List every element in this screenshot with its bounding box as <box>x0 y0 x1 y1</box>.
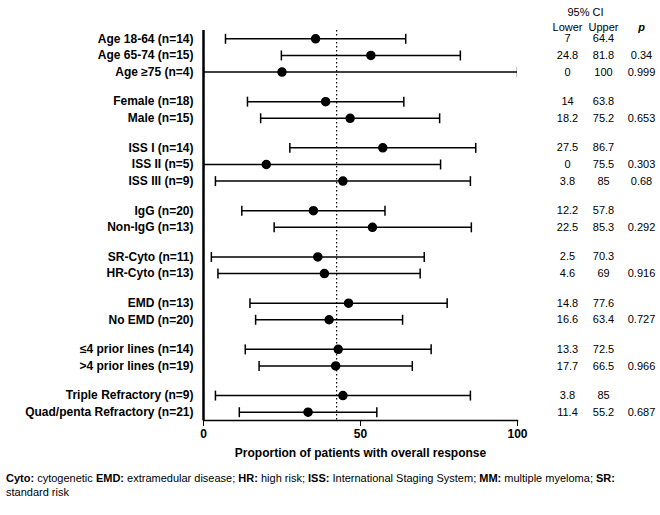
svg-text:85: 85 <box>597 175 609 187</box>
svg-text:17.7: 17.7 <box>557 359 578 371</box>
svg-text:0.916: 0.916 <box>628 267 656 279</box>
svg-text:2.5: 2.5 <box>560 250 575 262</box>
svg-text:69: 69 <box>597 267 609 279</box>
svg-text:ISS I (n=14): ISS I (n=14) <box>128 141 193 155</box>
svg-text:12.2: 12.2 <box>557 204 578 216</box>
svg-text:85.3: 85.3 <box>593 221 614 233</box>
svg-text:50: 50 <box>354 427 368 441</box>
svg-text:63.4: 63.4 <box>593 313 614 325</box>
svg-text:0.653: 0.653 <box>628 112 656 124</box>
svg-text:0.303: 0.303 <box>628 158 656 170</box>
svg-text:EMD (n=13): EMD (n=13) <box>128 296 194 310</box>
svg-text:Quad/penta Refractory (n=21): Quad/penta Refractory (n=21) <box>25 405 193 419</box>
svg-text:0: 0 <box>200 427 207 441</box>
svg-text:0.34: 0.34 <box>631 49 652 61</box>
svg-text:75.2: 75.2 <box>593 112 614 124</box>
svg-text:Upper: Upper <box>589 21 619 33</box>
svg-text:Proportion of patients with ov: Proportion of patients with overall resp… <box>235 446 487 460</box>
svg-text:HR-Cyto (n=13): HR-Cyto (n=13) <box>106 266 193 280</box>
svg-text:70.3: 70.3 <box>593 250 614 262</box>
svg-text:13.3: 13.3 <box>557 343 578 355</box>
svg-text:18.2: 18.2 <box>557 112 578 124</box>
svg-text:63.8: 63.8 <box>593 95 614 107</box>
svg-text:55.2: 55.2 <box>593 406 614 418</box>
svg-text:66.5: 66.5 <box>593 359 614 371</box>
svg-text:SR-Cyto (n=11): SR-Cyto (n=11) <box>108 250 194 264</box>
svg-text:ISS III (n=9): ISS III (n=9) <box>128 174 193 188</box>
svg-text:0.966: 0.966 <box>628 359 656 371</box>
svg-text:Lower: Lower <box>553 21 583 33</box>
svg-text:100: 100 <box>594 66 612 78</box>
svg-text:100: 100 <box>507 427 527 441</box>
svg-text:Non-IgG (n=13): Non-IgG (n=13) <box>107 220 193 234</box>
svg-text:27.5: 27.5 <box>557 141 578 153</box>
html-text:Cyto: cytogenetic EMD: extrame: Cyto: cytogenetic EMD: extramedular dise… <box>6 472 615 484</box>
svg-text:22.5: 22.5 <box>557 221 578 233</box>
svg-text:No EMD (n=20): No EMD (n=20) <box>108 313 193 327</box>
svg-text:4.6: 4.6 <box>560 267 575 279</box>
svg-text:11.4: 11.4 <box>557 406 578 418</box>
svg-text:Age 65-74 (n=15): Age 65-74 (n=15) <box>98 48 194 62</box>
svg-text:7: 7 <box>564 32 570 44</box>
svg-text:77.6: 77.6 <box>593 297 614 309</box>
svg-text:0: 0 <box>564 158 570 170</box>
svg-text:24.8: 24.8 <box>557 49 578 61</box>
svg-text:0.687: 0.687 <box>628 406 656 418</box>
svg-text:ISS II (n=5): ISS II (n=5) <box>132 157 194 171</box>
svg-text:0.68: 0.68 <box>631 175 652 187</box>
svg-text:Age 18-64 (n=14): Age 18-64 (n=14) <box>98 32 194 46</box>
svg-text:Female (n=18): Female (n=18) <box>113 94 193 108</box>
svg-text:Triple Refractory (n=9): Triple Refractory (n=9) <box>66 388 194 402</box>
svg-text:57.8: 57.8 <box>593 204 614 216</box>
svg-text:72.5: 72.5 <box>593 343 614 355</box>
svg-text:75.5: 75.5 <box>593 158 614 170</box>
svg-text:p: p <box>637 21 645 33</box>
svg-text:Age ≥75 (n=4): Age ≥75 (n=4) <box>115 65 193 79</box>
svg-text:0.292: 0.292 <box>628 221 656 233</box>
svg-text:0.999: 0.999 <box>628 66 656 78</box>
svg-text:14: 14 <box>561 95 573 107</box>
svg-text:IgG (n=20): IgG (n=20) <box>134 204 193 218</box>
svg-text:≤4 prior lines (n=14): ≤4 prior lines (n=14) <box>80 342 194 356</box>
svg-text:14.8: 14.8 <box>557 297 578 309</box>
svg-text:16.6: 16.6 <box>557 313 578 325</box>
svg-text:>4 prior lines (n=19): >4 prior lines (n=19) <box>79 359 193 373</box>
svg-text:Male (n=15): Male (n=15) <box>128 111 194 125</box>
html-text:standard risk: standard risk <box>6 486 69 498</box>
svg-text:64.4: 64.4 <box>593 32 614 44</box>
svg-text:0: 0 <box>564 66 570 78</box>
svg-text:95% CI: 95% CI <box>567 6 603 18</box>
svg-text:3.8: 3.8 <box>560 389 575 401</box>
svg-text:81.8: 81.8 <box>593 49 614 61</box>
svg-text:85: 85 <box>597 389 609 401</box>
svg-text:86.7: 86.7 <box>593 141 614 153</box>
svg-text:0.727: 0.727 <box>628 313 656 325</box>
svg-text:3.8: 3.8 <box>560 175 575 187</box>
